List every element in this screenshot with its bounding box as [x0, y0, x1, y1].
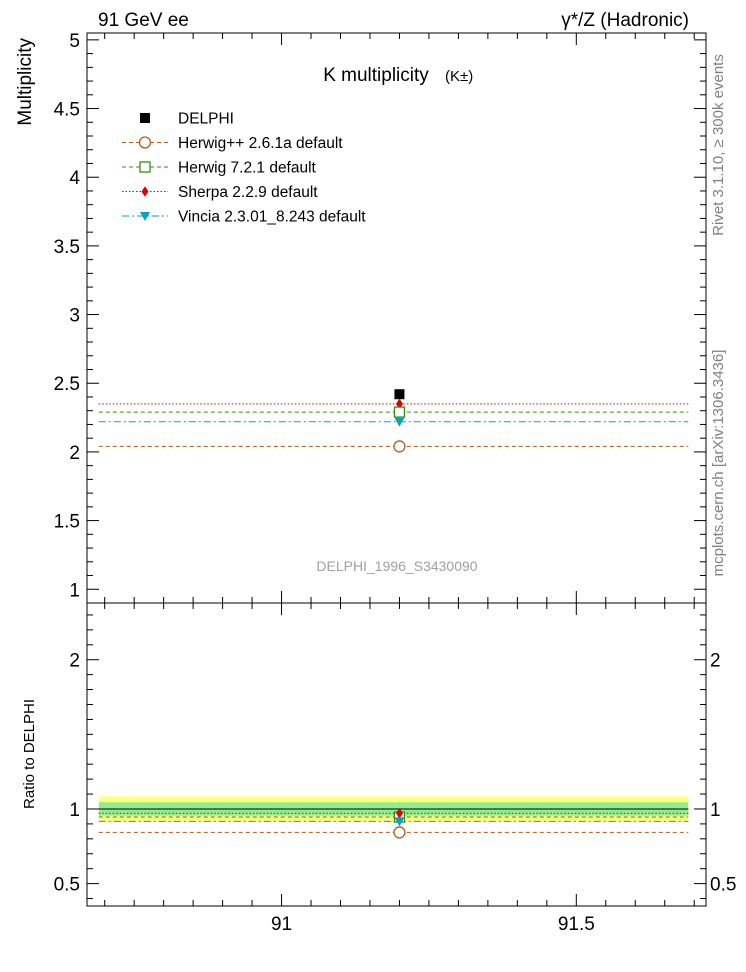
legend-label-herwigpp: Herwig++ 2.6.1a default: [178, 135, 343, 152]
header-left: 91 GeV ee: [98, 10, 189, 31]
x-tick-label: 91: [271, 914, 292, 935]
marker-vincia: [394, 417, 405, 427]
legend: DELPHI Herwig++ 2.6.1a default Herwig 7.2.…: [122, 111, 366, 226]
ratio-marker-sherpa: [395, 808, 403, 819]
marker-herwig7: [393, 406, 406, 418]
mcplots-label: mcplots.cern.ch [arXiv:1306.3436]: [710, 350, 727, 577]
y-tick-label: 4: [69, 168, 80, 189]
legend-label-herwig7: Herwig 7.2.1 default: [178, 160, 317, 177]
main-panel-series-lines: [98, 403, 689, 447]
main-panel-ticks: 1 1.5 2 2.5 3 3.5 4 4.5 5: [54, 31, 706, 603]
y-tick-label: 3.5: [54, 237, 80, 258]
ratio-panel-frame: [86, 602, 707, 907]
ratio-marker-herwigpp: [393, 826, 406, 839]
ratio-y-tick-label-left: 1: [69, 800, 80, 821]
main-panel-markers: [393, 389, 406, 453]
legend-marker-herwigpp: [138, 136, 152, 149]
main-title: K multiplicity: [323, 65, 429, 86]
main-panel: 1 1.5 2 2.5 3 3.5 4 4.5 5 K multiplicity (K±) Mu…: [15, 31, 707, 604]
y-tick-label: 2.5: [54, 374, 80, 395]
y-tick-label: 1: [69, 580, 80, 601]
ratio-marker-vincia: [394, 817, 405, 827]
main-title-suffix: (K±): [445, 68, 473, 85]
y-tick-label: 5: [69, 31, 80, 52]
watermark: DELPHI_1996_S3430090: [316, 558, 477, 574]
ratio-y-tick-label-right: 0.5: [710, 875, 736, 896]
y-tick-label: 2: [69, 443, 80, 464]
y-tick-label: 1.5: [54, 512, 80, 533]
ratio-y-tick-label-right: 1: [710, 800, 721, 821]
legend-marker-herwig7: [139, 161, 151, 173]
legend-marker-sherpa: [141, 186, 149, 197]
rivet-label: Rivet 3.1.10, ≥ 300k events: [710, 54, 727, 236]
ratio-y-tick-label-right: 2: [710, 651, 721, 672]
legend-marker-vincia: [140, 212, 150, 221]
legend-marker-data: [140, 113, 150, 123]
ratio-y-axis-label: Ratio to DELPHI: [21, 699, 38, 809]
y-tick-label: 4.5: [54, 100, 80, 121]
header-right: γ*/Z (Hadronic): [561, 10, 689, 31]
x-tick-label: 91.5: [558, 914, 595, 935]
marker-herwigpp: [393, 440, 406, 453]
y-tick-label: 3: [69, 306, 80, 327]
ratio-panel-markers: [393, 808, 406, 839]
ratio-panel: 0.5 0.5 1 1 2 2 91 91.5 Ratio to DELPHI: [21, 602, 736, 935]
legend-label-sherpa: Sherpa 2.2.9 default: [178, 184, 318, 201]
marker-data: [394, 389, 405, 400]
ratio-y-tick-label-left: 2: [69, 651, 80, 672]
legend-label-data: DELPHI: [178, 111, 234, 128]
ratio-y-tick-label-left: 0.5: [54, 875, 80, 896]
legend-label-vincia: Vincia 2.3.01_8.243 default: [178, 209, 366, 226]
y-axis-label: Multiplicity: [15, 38, 36, 126]
ratio-panel-ticks: 0.5 0.5 1 1 2 2 91 91.5: [54, 603, 736, 935]
